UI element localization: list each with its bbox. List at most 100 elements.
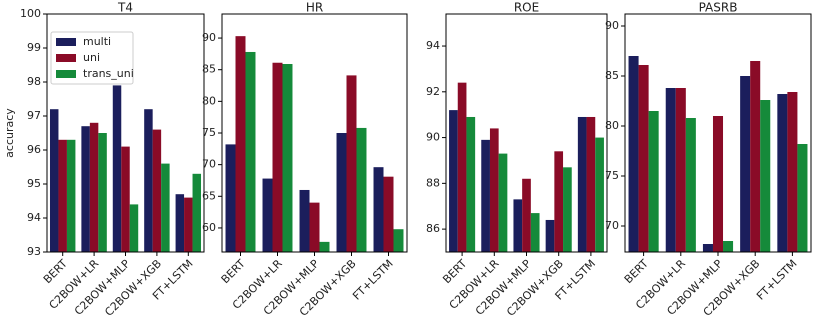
bar bbox=[595, 137, 604, 252]
bar bbox=[481, 139, 490, 252]
y-tick-label: 90 bbox=[202, 31, 216, 44]
subplot: HR60657075808590BERTC2BOW+LRC2BOW+MLPC2B… bbox=[202, 1, 408, 319]
y-tick-label: 60 bbox=[202, 221, 216, 234]
legend-label: uni bbox=[83, 51, 100, 64]
bar bbox=[225, 144, 236, 252]
y-tick-label: 100 bbox=[20, 7, 41, 20]
plot-frame bbox=[221, 13, 408, 253]
bar bbox=[184, 197, 193, 252]
bar bbox=[702, 244, 713, 252]
bar bbox=[336, 133, 347, 252]
subplot-title: PASRB bbox=[699, 1, 738, 15]
bar bbox=[161, 163, 170, 252]
y-tick-label: 92 bbox=[426, 85, 440, 98]
legend-label: trans_uni bbox=[83, 67, 134, 80]
subplot-title: ROE bbox=[514, 1, 539, 15]
bar bbox=[356, 127, 367, 252]
bar bbox=[245, 51, 256, 252]
bar bbox=[129, 204, 139, 252]
y-tick-label: 97 bbox=[27, 109, 41, 122]
bar bbox=[175, 194, 185, 252]
bar bbox=[81, 126, 90, 252]
bar bbox=[577, 116, 587, 252]
legend-swatch bbox=[56, 54, 76, 62]
bar bbox=[586, 116, 596, 252]
legend-swatch bbox=[56, 70, 76, 78]
bar bbox=[563, 167, 572, 252]
bar bbox=[522, 178, 531, 252]
y-tick-label: 96 bbox=[27, 143, 41, 156]
bar bbox=[489, 128, 499, 252]
bar bbox=[152, 129, 162, 252]
y-tick-label: 90 bbox=[605, 19, 619, 32]
bar bbox=[192, 173, 202, 252]
y-tick-label: 94 bbox=[27, 211, 41, 224]
bar bbox=[121, 146, 130, 252]
y-tick-label: 65 bbox=[202, 189, 216, 202]
bar bbox=[685, 118, 696, 252]
bar bbox=[638, 65, 649, 252]
bar bbox=[89, 122, 99, 252]
bar bbox=[530, 213, 540, 252]
y-tick-label: 88 bbox=[426, 176, 440, 189]
bar bbox=[513, 199, 523, 252]
y-tick-label: 75 bbox=[202, 126, 216, 139]
y-tick-label: 75 bbox=[605, 169, 619, 182]
bar bbox=[712, 116, 724, 252]
bar bbox=[299, 189, 310, 252]
bar bbox=[675, 88, 686, 252]
y-tick-label: 70 bbox=[605, 219, 619, 232]
x-tick-label: BERT bbox=[622, 257, 651, 286]
bar bbox=[787, 92, 798, 252]
y-tick-label: 94 bbox=[426, 39, 440, 52]
y-tick-label: 85 bbox=[605, 69, 619, 82]
bar bbox=[665, 88, 676, 252]
bar bbox=[740, 76, 751, 252]
bar bbox=[723, 241, 734, 252]
bar bbox=[66, 139, 76, 252]
y-axis-label: accuracy bbox=[3, 108, 16, 158]
bar bbox=[393, 229, 404, 252]
x-tick-label: FT+LSTM bbox=[350, 257, 396, 303]
bar bbox=[498, 153, 508, 252]
subplot: T4accuracy93949596979899100BERTC2BOW+LRC… bbox=[3, 1, 205, 319]
bar bbox=[797, 144, 808, 252]
bar bbox=[144, 109, 153, 252]
bar bbox=[49, 109, 59, 252]
bar bbox=[262, 178, 273, 252]
bar bbox=[628, 56, 639, 252]
subplot: ROE8688909294BERTC2BOW+LRC2BOW+MLPC2BOW+… bbox=[426, 1, 608, 319]
y-tick-label: 90 bbox=[426, 131, 440, 144]
bar bbox=[554, 151, 564, 252]
bar bbox=[457, 82, 467, 253]
y-tick-label: 95 bbox=[27, 177, 41, 190]
y-tick-label: 85 bbox=[202, 63, 216, 76]
bar bbox=[760, 100, 771, 252]
bar bbox=[373, 167, 384, 252]
y-tick-label: 86 bbox=[426, 222, 440, 235]
y-tick-label: 80 bbox=[605, 119, 619, 132]
x-tick-label: BERT bbox=[219, 257, 248, 286]
bar bbox=[319, 241, 330, 252]
plot-frame bbox=[445, 13, 608, 253]
legend-swatch bbox=[56, 38, 76, 46]
legend: multi uni trans_uni bbox=[50, 31, 134, 85]
bar bbox=[112, 85, 122, 253]
bar bbox=[346, 75, 357, 253]
subplot-title: HR bbox=[306, 1, 323, 15]
bar bbox=[777, 94, 788, 252]
bar bbox=[282, 64, 293, 253]
subplot-title: T4 bbox=[117, 1, 133, 15]
plot-frame bbox=[46, 13, 205, 253]
bar bbox=[309, 202, 320, 252]
bar bbox=[449, 110, 458, 252]
x-tick-label: BERT bbox=[440, 257, 469, 286]
y-tick-label: 80 bbox=[202, 94, 216, 107]
y-tick-label: 99 bbox=[27, 41, 41, 54]
bar bbox=[648, 111, 659, 252]
bar bbox=[235, 36, 246, 253]
bar bbox=[383, 176, 394, 252]
subplot: PASRB7075808590BERTC2BOW+LRC2BOW+MLPC2BO… bbox=[605, 1, 812, 319]
x-tick-label: FT+LSTM bbox=[754, 257, 800, 303]
